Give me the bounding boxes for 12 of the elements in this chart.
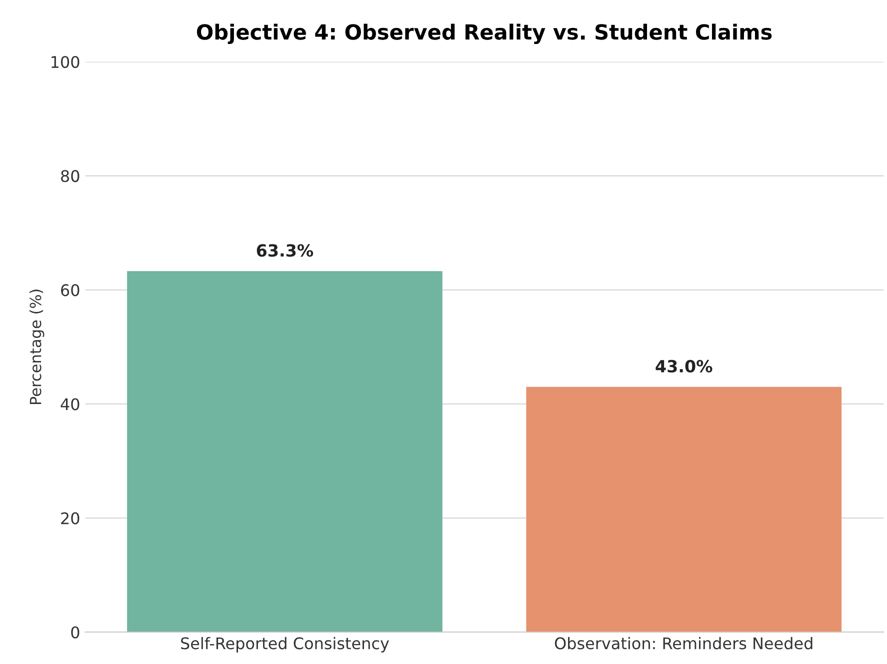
- y-axis-title: Percentage (%): [29, 290, 44, 404]
- y-tick-label: 60: [61, 284, 80, 296]
- x-tick-label: Observation: Reminders Needed: [554, 636, 812, 650]
- chart-title: Objective 4: Observed Reality vs. Student Claims: [196, 24, 772, 44]
- x-tick-label: Self-Reported Consistency: [181, 636, 389, 652]
- data-label: 43.0%: [656, 360, 712, 373]
- y-tick-label: 20: [61, 512, 80, 524]
- y-tick-label: 0: [71, 626, 80, 638]
- y-tick-label: 40: [60, 398, 80, 410]
- y-tick-label: 100: [52, 56, 80, 68]
- data-label: 63.3%: [256, 244, 314, 257]
- y-tick-label: 80: [61, 170, 80, 182]
